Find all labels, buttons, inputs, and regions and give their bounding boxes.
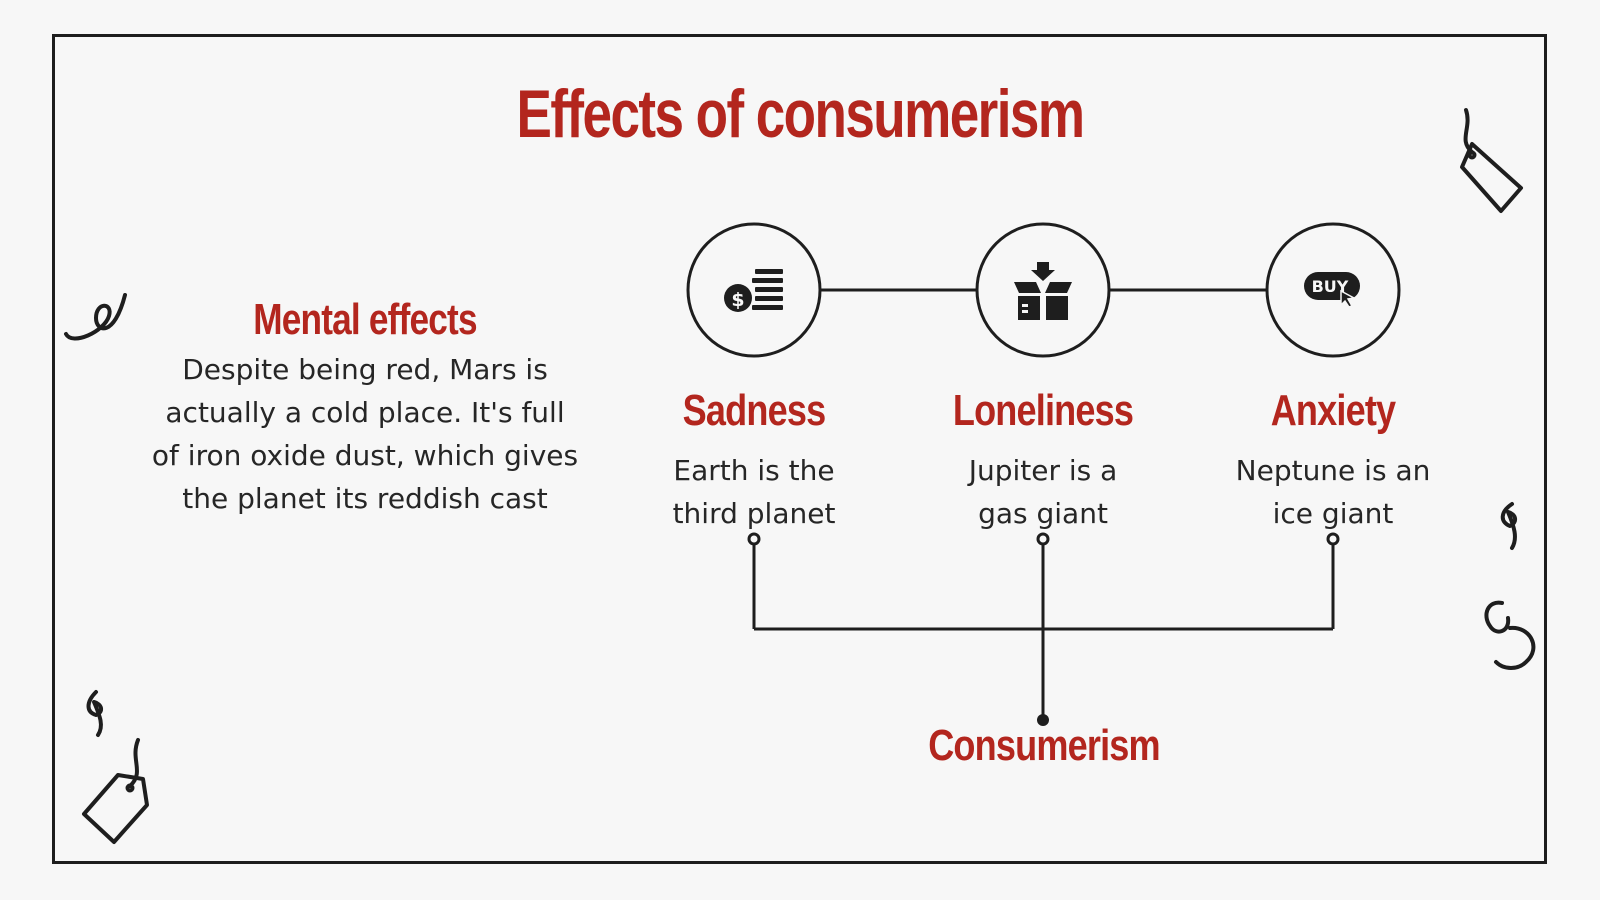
mental-effects-description: Despite being red, Mars is actually a co…: [151, 353, 579, 515]
sadness-line-1: Earth is the: [673, 454, 835, 487]
consumerism-label: Consumerism: [928, 721, 1160, 770]
loneliness-description: Jupiter is a gas giant: [913, 449, 1173, 535]
loneliness-line-1: Jupiter is a: [968, 454, 1118, 487]
sadness-heading: Sadness: [682, 386, 826, 435]
anxiety-description: Neptune is an ice giant: [1203, 449, 1463, 535]
anxiety-line-1: Neptune is an: [1235, 454, 1431, 487]
loneliness-line-2: gas giant: [978, 497, 1108, 530]
sadness-description: Earth is the third planet: [624, 449, 884, 535]
anxiety-heading: Anxiety: [1270, 386, 1396, 435]
slide-frame: [52, 34, 1547, 864]
loneliness-heading: Loneliness: [952, 386, 1134, 435]
mental-effects-heading: Mental effects: [253, 295, 477, 344]
slide-title: Effects of consumerism: [516, 76, 1086, 152]
sadness-line-2: third planet: [672, 497, 836, 530]
anxiety-line-2: ice giant: [1272, 497, 1394, 530]
